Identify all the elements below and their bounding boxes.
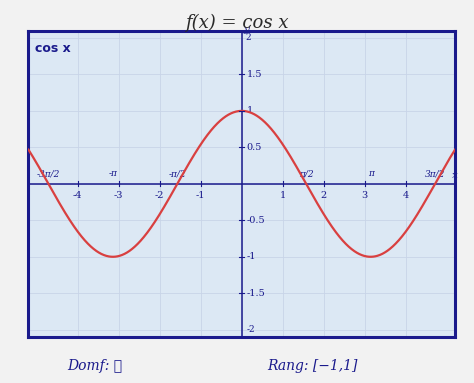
Text: Domf: ℝ: Domf: ℝ (67, 359, 122, 373)
Text: 1: 1 (280, 191, 286, 200)
Text: 1.5: 1.5 (246, 70, 262, 79)
Text: -π: -π (109, 169, 117, 178)
Text: 1: 1 (246, 106, 253, 115)
Text: -2: -2 (246, 325, 255, 334)
Text: 2: 2 (245, 33, 251, 43)
Text: cos x: cos x (35, 42, 70, 55)
Text: π/2: π/2 (299, 169, 313, 178)
Text: -3: -3 (114, 191, 123, 200)
Text: 3π/2: 3π/2 (425, 169, 445, 178)
Text: 4: 4 (403, 191, 409, 200)
Text: π: π (368, 169, 374, 178)
Text: y: y (244, 25, 250, 34)
Text: -0.5: -0.5 (246, 216, 265, 225)
Text: -3π/2: -3π/2 (37, 169, 60, 178)
Text: Rang: [−1,1]: Rang: [−1,1] (268, 359, 358, 373)
Text: -1: -1 (246, 252, 256, 261)
Text: -1: -1 (196, 191, 205, 200)
Text: -1.5: -1.5 (246, 289, 265, 298)
Text: -4: -4 (73, 191, 82, 200)
Text: 0.5: 0.5 (246, 143, 262, 152)
Text: -π/2: -π/2 (168, 169, 186, 178)
Text: 3: 3 (362, 191, 368, 200)
Text: 2: 2 (320, 191, 327, 200)
Text: -2: -2 (155, 191, 164, 200)
Text: f(x) = cos x: f(x) = cos x (185, 13, 289, 32)
Text: x: x (452, 171, 457, 180)
